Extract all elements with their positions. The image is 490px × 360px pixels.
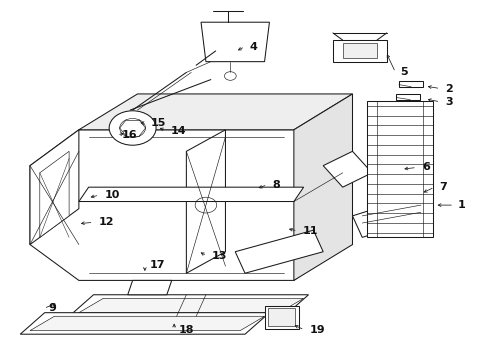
Circle shape [109, 111, 156, 145]
Polygon shape [186, 130, 225, 273]
Text: 15: 15 [151, 118, 167, 128]
Polygon shape [399, 81, 423, 87]
Polygon shape [235, 230, 323, 273]
Polygon shape [30, 316, 265, 330]
Text: 1: 1 [458, 200, 466, 210]
Polygon shape [343, 43, 377, 58]
Polygon shape [128, 280, 172, 295]
Text: 8: 8 [272, 180, 280, 190]
Polygon shape [294, 94, 352, 280]
Polygon shape [265, 306, 299, 329]
Polygon shape [333, 40, 387, 62]
Polygon shape [396, 94, 420, 100]
Text: 19: 19 [310, 325, 325, 335]
Text: 10: 10 [104, 190, 120, 200]
Polygon shape [79, 298, 304, 313]
Polygon shape [79, 94, 352, 130]
Text: 3: 3 [445, 97, 453, 107]
Polygon shape [30, 130, 343, 280]
Polygon shape [30, 130, 79, 244]
Polygon shape [367, 101, 433, 237]
Polygon shape [352, 194, 431, 237]
Text: 12: 12 [98, 217, 114, 227]
Text: 11: 11 [303, 226, 318, 236]
Text: 18: 18 [179, 325, 195, 335]
Text: 9: 9 [49, 303, 56, 314]
Polygon shape [40, 151, 69, 237]
Text: 2: 2 [445, 84, 453, 94]
Text: 4: 4 [250, 42, 258, 51]
Polygon shape [323, 151, 372, 187]
Text: 6: 6 [422, 162, 430, 172]
Polygon shape [20, 313, 270, 334]
Polygon shape [79, 187, 304, 202]
Text: 17: 17 [150, 260, 165, 270]
Polygon shape [201, 22, 270, 62]
Polygon shape [269, 309, 295, 326]
Text: 13: 13 [212, 251, 227, 261]
Text: 7: 7 [440, 182, 447, 192]
Text: 5: 5 [400, 67, 408, 77]
Polygon shape [69, 295, 309, 316]
Text: 14: 14 [171, 126, 186, 135]
Text: 16: 16 [122, 130, 138, 140]
